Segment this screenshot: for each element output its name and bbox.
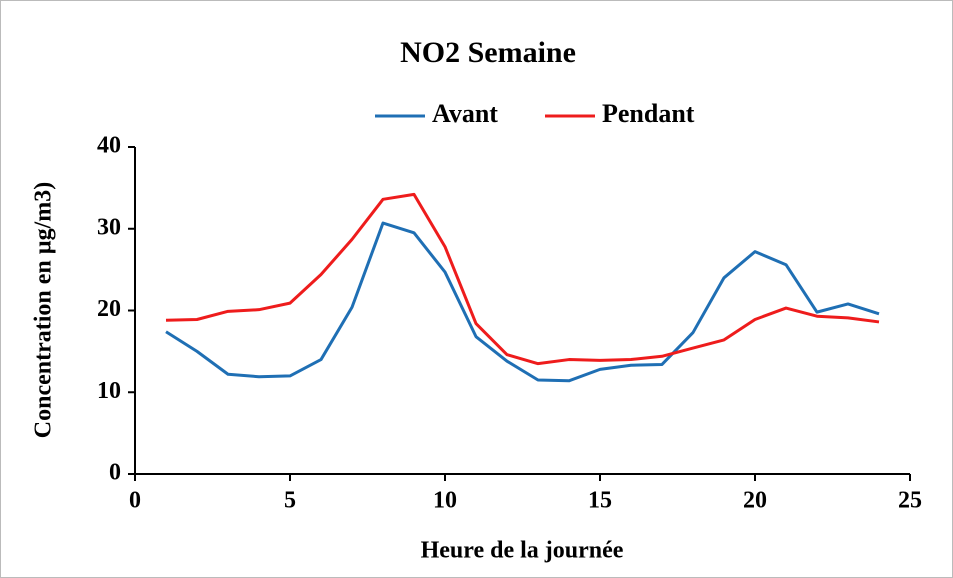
x-tick-label: 15	[588, 488, 612, 514]
y-tick-label: 0	[109, 460, 121, 486]
y-axis-title: Concentration en µg/m3)	[31, 182, 57, 438]
y-tick-label: 20	[97, 296, 121, 322]
y-tick-label: 10	[97, 378, 121, 404]
data-line	[165, 192, 880, 366]
y-tick-label: 40	[97, 133, 121, 159]
x-tick-label: 5	[284, 488, 296, 514]
legend-label: Pendant	[602, 99, 695, 128]
x-axis-title: Heure de la journée	[421, 538, 624, 564]
x-tick-label: 10	[433, 488, 457, 514]
y-tick-label: 30	[97, 214, 121, 240]
x-tick-label: 0	[129, 488, 141, 514]
chart-title: NO2 Semaine	[400, 36, 576, 69]
legend-label: Avant	[432, 99, 498, 128]
x-tick-label: 25	[898, 488, 922, 514]
x-tick-label: 20	[743, 488, 767, 514]
data-line	[165, 221, 880, 383]
